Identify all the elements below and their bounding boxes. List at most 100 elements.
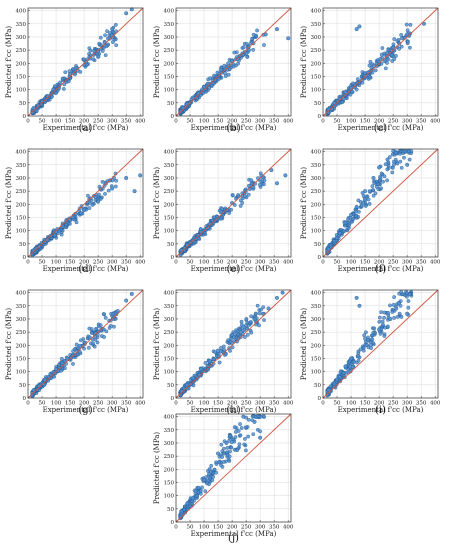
y-tick-label: 400	[164, 291, 175, 297]
data-point	[361, 345, 366, 350]
x-axis-label: Experimental f'cc (MPa)	[338, 124, 424, 132]
data-point	[361, 200, 365, 205]
data-point	[343, 90, 348, 95]
data-point	[326, 388, 331, 393]
data-point	[60, 361, 65, 365]
data-point	[357, 24, 362, 29]
data-point	[395, 315, 400, 319]
data-point	[231, 64, 236, 69]
data-point	[399, 36, 404, 41]
x-tick-label: 100	[346, 401, 357, 407]
y-tick-label: 300	[164, 317, 175, 323]
data-point	[354, 295, 359, 300]
data-point	[138, 173, 143, 178]
data-point	[364, 194, 369, 199]
data-point	[214, 460, 218, 465]
x-axis-label: Experimental f'cc (MPa)	[43, 124, 129, 132]
data-point	[383, 66, 388, 71]
data-point	[91, 57, 96, 62]
scatter-panel-7: 0 50 100 150 200 250 300 350 4000501001502002503…	[5, 289, 146, 416]
data-point	[404, 22, 409, 27]
y-tick-label: 200	[164, 202, 175, 208]
data-point	[377, 315, 382, 320]
data-point	[259, 307, 263, 312]
data-point	[242, 442, 247, 447]
data-point	[114, 43, 119, 48]
data-point	[354, 27, 359, 32]
x-tick-label: 400	[283, 401, 294, 407]
data-point	[199, 367, 204, 371]
data-point	[386, 310, 390, 315]
x-tick-label: 300	[255, 260, 266, 266]
data-point	[381, 179, 385, 184]
panel-label: (a)	[79, 123, 93, 134]
data-point	[406, 305, 411, 310]
data-point	[218, 210, 223, 215]
data-point	[360, 204, 364, 208]
data-point	[398, 159, 403, 164]
data-point	[238, 204, 243, 208]
data-point	[258, 429, 262, 434]
data-point	[349, 356, 354, 361]
data-point	[50, 94, 54, 99]
y-tick-label: 200	[164, 467, 175, 473]
x-tick-label: 0	[174, 260, 178, 266]
data-point	[364, 330, 368, 335]
data-point	[338, 370, 343, 375]
x-tick-label: 100	[346, 260, 357, 266]
data-point	[87, 206, 92, 210]
y-tick-label: 350	[164, 304, 175, 310]
data-point	[226, 72, 231, 77]
data-point	[377, 319, 382, 324]
data-point	[367, 189, 372, 194]
y-tick-label: 250	[311, 330, 322, 336]
x-tick-label: 300	[107, 260, 118, 266]
data-point	[366, 197, 371, 202]
data-point	[332, 239, 337, 244]
data-point	[52, 233, 57, 238]
data-point	[382, 174, 387, 179]
data-point	[258, 178, 263, 183]
x-tick-label: 100	[51, 260, 62, 266]
panel-label: (j)	[228, 533, 239, 544]
data-point	[58, 80, 62, 85]
x-tick-label: 0	[321, 119, 325, 125]
data-point	[262, 182, 266, 187]
data-point	[190, 496, 195, 501]
data-point	[377, 165, 382, 170]
y-tick-label: 300	[311, 35, 322, 41]
y-tick-label: 150	[164, 215, 175, 221]
data-point	[351, 217, 356, 221]
data-point	[103, 315, 108, 320]
reference-line	[27, 289, 144, 399]
data-point	[399, 44, 404, 49]
data-point	[89, 331, 94, 335]
data-point	[235, 448, 240, 453]
x-tick-label: 50	[187, 119, 194, 125]
data-point	[203, 361, 208, 365]
data-point	[87, 335, 92, 340]
data-point	[78, 338, 83, 343]
x-tick-label: 100	[199, 401, 210, 407]
data-point	[208, 76, 213, 81]
x-tick-label: 50	[334, 119, 341, 125]
data-point	[396, 301, 401, 306]
data-point	[383, 57, 388, 62]
data-point	[402, 155, 406, 160]
y-axis-label: Predicted f'cc (MPa)	[153, 26, 161, 99]
data-point	[221, 460, 226, 464]
y-tick-label: 400	[311, 150, 322, 156]
data-point	[224, 441, 229, 445]
data-point	[241, 324, 246, 329]
reference-line	[322, 7, 439, 117]
x-tick-label: 250	[93, 401, 104, 407]
data-point	[211, 357, 216, 362]
x-axis-label: Experimental f'cc (MPa)	[43, 406, 129, 414]
data-point	[356, 209, 361, 214]
data-point	[224, 352, 228, 356]
panel-label: (i)	[375, 405, 386, 416]
data-point	[213, 77, 218, 82]
data-point	[388, 303, 392, 308]
data-point	[275, 295, 279, 300]
data-point	[219, 345, 223, 350]
